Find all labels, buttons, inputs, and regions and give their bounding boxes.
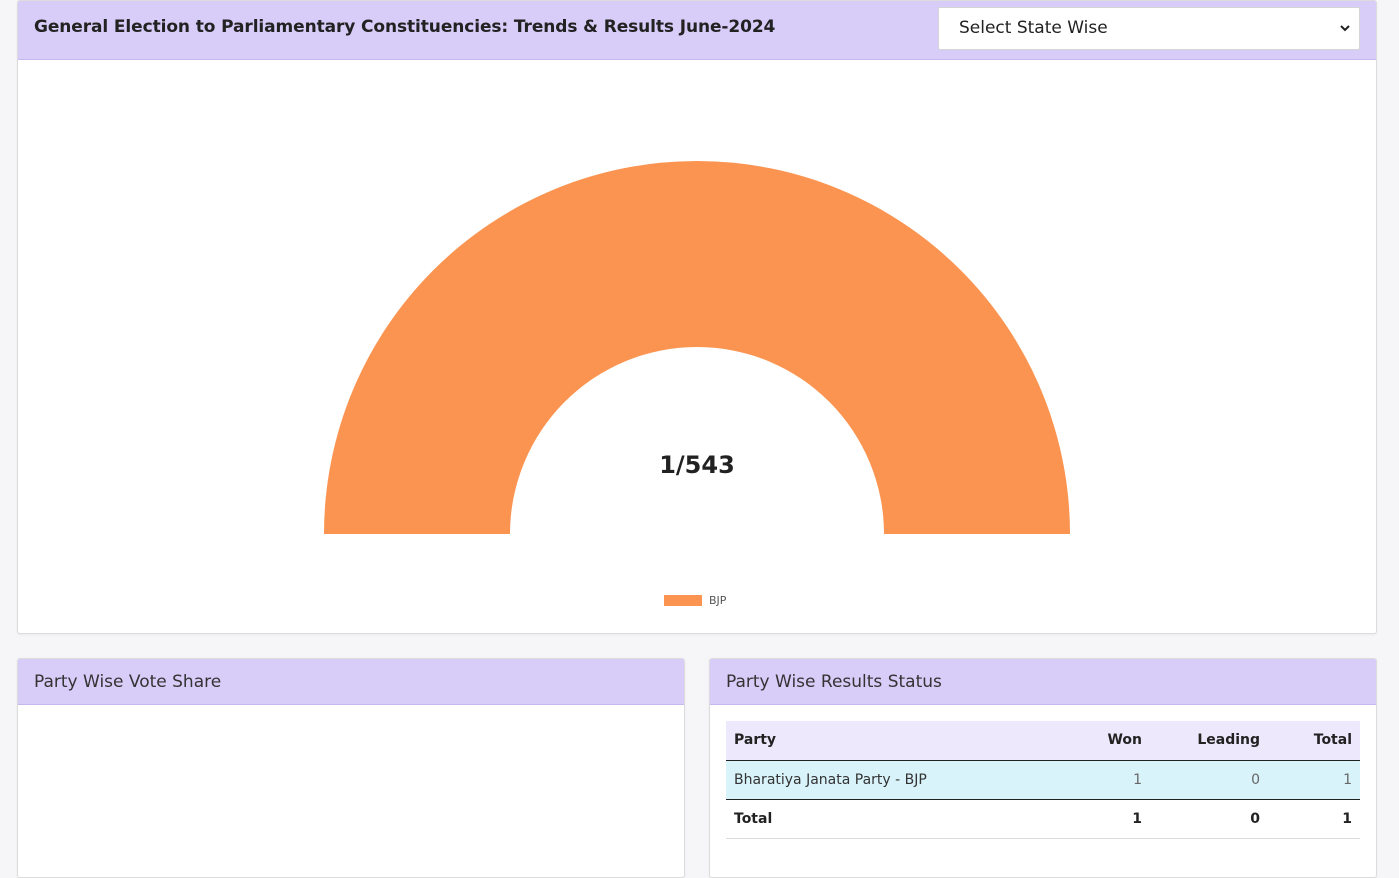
col-header-party: Party <box>726 721 1040 761</box>
vote-share-header: Party Wise Vote Share <box>18 659 684 705</box>
legend-swatch-bjp <box>664 595 702 606</box>
results-overview-header: General Election to Parliamentary Consti… <box>18 1 1376 60</box>
seat-gauge-chart: 1/543 <box>324 161 1070 534</box>
leading-cell: 0 <box>1150 760 1268 800</box>
total-cell: 1 <box>1268 760 1360 800</box>
page-title: General Election to Parliamentary Consti… <box>34 17 776 37</box>
gauge-center-label: 1/543 <box>659 451 735 479</box>
results-overview-card: General Election to Parliamentary Consti… <box>17 0 1377 634</box>
results-table: Party Won Leading Total Bharatiya Janata… <box>726 721 1360 839</box>
gauge-legend[interactable]: BJP <box>664 594 726 607</box>
col-header-won: Won <box>1040 721 1150 761</box>
vote-share-card: Party Wise Vote Share <box>17 658 685 878</box>
col-header-leading: Leading <box>1150 721 1268 761</box>
vote-share-title: Party Wise Vote Share <box>34 672 222 692</box>
results-status-title: Party Wise Results Status <box>726 672 942 692</box>
party-name-cell[interactable]: Bharatiya Janata Party - BJP <box>726 760 1040 800</box>
won-cell: 1 <box>1040 760 1150 800</box>
total-leading-cell: 0 <box>1150 799 1268 839</box>
legend-label-bjp: BJP <box>709 594 727 607</box>
table-row[interactable]: Bharatiya Janata Party - BJP 1 0 1 <box>726 760 1360 800</box>
total-total-cell: 1 <box>1268 799 1360 839</box>
state-wise-select[interactable]: Select State Wise <box>938 7 1360 50</box>
gauge-segment-bjp[interactable] <box>324 161 1070 534</box>
total-won-cell: 1 <box>1040 799 1150 839</box>
table-header-row: Party Won Leading Total <box>726 721 1360 761</box>
col-header-total: Total <box>1268 721 1360 761</box>
total-label-cell: Total <box>726 799 1040 839</box>
chevron-down-icon <box>1340 25 1350 32</box>
results-status-card: Party Wise Results Status Party Won Lead… <box>709 658 1377 878</box>
table-total-row: Total 1 0 1 <box>726 799 1360 839</box>
results-status-header: Party Wise Results Status <box>710 659 1376 705</box>
state-select-value: Select State Wise <box>959 18 1108 38</box>
